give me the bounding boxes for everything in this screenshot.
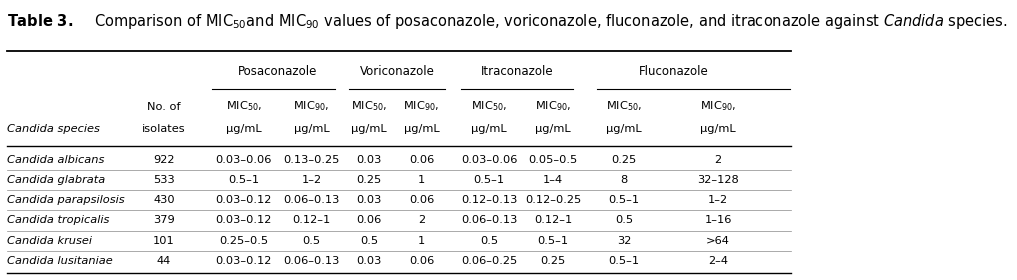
Text: 379: 379 [154,215,175,225]
Text: 0.5–1: 0.5–1 [608,256,640,266]
Text: MIC$_{90}$,: MIC$_{90}$, [700,100,736,113]
Text: 0.03–0.06: 0.03–0.06 [461,155,518,165]
Text: μg/mL: μg/mL [226,124,261,134]
Text: 0.5–1: 0.5–1 [608,195,640,205]
Text: 0.25: 0.25 [540,256,565,266]
Text: 2: 2 [418,215,425,225]
Text: 101: 101 [154,236,175,246]
Text: >64: >64 [706,236,730,246]
Text: 922: 922 [154,155,175,165]
Text: Candida tropicalis: Candida tropicalis [7,215,110,225]
Text: MIC$_{90}$,: MIC$_{90}$, [294,100,330,113]
Text: 0.06: 0.06 [409,155,434,165]
Text: 0.5–1: 0.5–1 [537,236,569,246]
Text: MIC$_{50}$,: MIC$_{50}$, [471,100,507,113]
Text: 0.12–1: 0.12–1 [534,215,573,225]
Text: Posaconazole: Posaconazole [238,65,317,78]
Text: 0.03–0.12: 0.03–0.12 [216,215,272,225]
Text: 0.03–0.12: 0.03–0.12 [216,195,272,205]
Text: MIC$_{50}$,: MIC$_{50}$, [351,100,387,113]
Text: 0.12–1: 0.12–1 [293,215,331,225]
Text: μg/mL: μg/mL [404,124,439,134]
Text: 0.03: 0.03 [356,195,381,205]
Text: Candida krusei: Candida krusei [7,236,93,246]
Text: 0.06: 0.06 [409,256,434,266]
Text: MIC$_{90}$,: MIC$_{90}$, [404,100,439,113]
Text: MIC$_{50}$,: MIC$_{50}$, [226,100,261,113]
Text: MIC$_{50}$,: MIC$_{50}$, [606,100,642,113]
Text: μg/mL: μg/mL [294,124,330,134]
Text: 0.5–1: 0.5–1 [474,175,504,185]
Text: μg/mL: μg/mL [606,124,642,134]
Text: Candida parapsilosis: Candida parapsilosis [7,195,125,205]
Text: 0.12–0.25: 0.12–0.25 [525,195,581,205]
Text: Itraconazole: Itraconazole [481,65,553,78]
Text: 0.13–0.25: 0.13–0.25 [284,155,340,165]
Text: 0.06: 0.06 [356,215,381,225]
Text: 1–4: 1–4 [543,175,563,185]
Text: 0.5: 0.5 [302,236,320,246]
Text: $\mathbf{Table\ 3.}$    Comparison of MIC$_{50}$and MIC$_{90}$ values of posacon: $\mathbf{Table\ 3.}$ Comparison of MIC$_… [7,12,1008,31]
Text: 430: 430 [154,195,175,205]
Text: μg/mL: μg/mL [351,124,386,134]
Text: 1–2: 1–2 [301,175,321,185]
Text: 0.03–0.06: 0.03–0.06 [216,155,272,165]
Text: 0.06: 0.06 [409,195,434,205]
Text: 0.06–0.25: 0.06–0.25 [461,256,518,266]
Text: 0.25–0.5: 0.25–0.5 [220,236,268,246]
Text: Candida species: Candida species [7,124,100,134]
Text: 8: 8 [620,175,627,185]
Text: 1: 1 [418,236,425,246]
Text: 1–2: 1–2 [708,195,728,205]
Text: 0.5: 0.5 [615,215,633,225]
Text: Candida albicans: Candida albicans [7,155,105,165]
Text: Fluconazole: Fluconazole [640,65,709,78]
Text: 0.12–0.13: 0.12–0.13 [461,195,518,205]
Text: μg/mL: μg/mL [700,124,735,134]
Text: Candida lusitaniae: Candida lusitaniae [7,256,113,266]
Text: 2: 2 [714,155,721,165]
Text: 0.5–1: 0.5–1 [228,175,259,185]
Text: No. of: No. of [147,102,181,111]
Text: 1–16: 1–16 [705,215,731,225]
Text: 32: 32 [616,236,632,246]
Text: Candida glabrata: Candida glabrata [7,175,106,185]
Text: 0.25: 0.25 [356,175,381,185]
Text: 44: 44 [157,256,171,266]
Text: 32–128: 32–128 [697,175,738,185]
Text: μg/mL: μg/mL [472,124,507,134]
Text: 0.03–0.12: 0.03–0.12 [216,256,272,266]
Text: 0.5: 0.5 [360,236,378,246]
Text: Voriconazole: Voriconazole [360,65,435,78]
Text: 0.25: 0.25 [611,155,637,165]
Text: MIC$_{90}$,: MIC$_{90}$, [535,100,572,113]
Text: 0.06–0.13: 0.06–0.13 [461,215,518,225]
Text: μg/mL: μg/mL [535,124,571,134]
Text: 533: 533 [154,175,175,185]
Text: 2–4: 2–4 [708,256,728,266]
Text: isolates: isolates [142,124,186,134]
Text: 1: 1 [418,175,425,185]
Text: 0.03: 0.03 [356,256,381,266]
Text: 0.5: 0.5 [480,236,498,246]
Text: 0.05–0.5: 0.05–0.5 [529,155,578,165]
Text: 0.03: 0.03 [356,155,381,165]
Text: 0.06–0.13: 0.06–0.13 [284,256,340,266]
Text: 0.06–0.13: 0.06–0.13 [284,195,340,205]
